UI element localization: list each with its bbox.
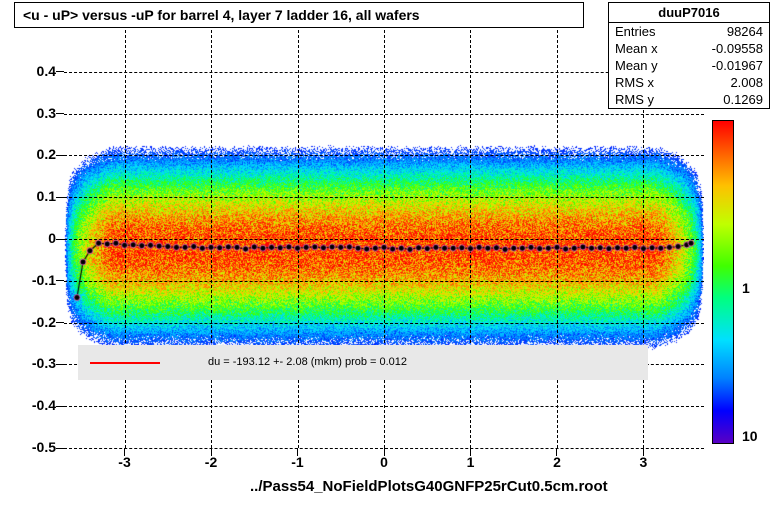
y-tick-label: 0.4 (16, 63, 56, 79)
y-tick-label: -0.1 (16, 272, 56, 288)
y-tick-label: -0.3 (16, 355, 56, 371)
stats-rmsx-label: RMS x (615, 75, 654, 90)
y-tick-label: 0.1 (16, 188, 56, 204)
colorbar (712, 120, 734, 444)
colorbar-label: 1 (742, 280, 750, 296)
stats-entries-value: 98264 (727, 24, 763, 39)
y-tick-label: 0.2 (16, 146, 56, 162)
stats-meanx-value: -0.09558 (712, 41, 763, 56)
y-tick-mark (56, 155, 64, 156)
stats-rmsx-value: 2.008 (730, 75, 763, 90)
stats-rmsy-label: RMS y (615, 92, 654, 107)
file-label: ../Pass54_NoFieldPlotsG40GNFP25rCut0.5cm… (250, 478, 608, 495)
x-tick-label: -1 (291, 454, 303, 470)
y-tick-mark (56, 239, 64, 240)
y-tick-mark (56, 197, 64, 198)
y-tick-mark (56, 280, 64, 281)
stats-name: duuP7016 (609, 3, 769, 23)
x-tick-label: 1 (467, 454, 475, 470)
stats-meanx-label: Mean x (615, 41, 658, 56)
legend-line (90, 362, 160, 364)
y-tick-mark (56, 322, 64, 323)
stats-meanx-row: Mean x -0.09558 (609, 40, 769, 57)
y-tick-mark (56, 71, 64, 72)
grid-line-h (64, 448, 704, 449)
stats-rmsy-value: 0.1269 (723, 92, 763, 107)
stats-meany-value: -0.01967 (712, 58, 763, 73)
stats-box: duuP7016 Entries 98264 Mean x -0.09558 M… (608, 2, 770, 109)
y-tick-label: -0.5 (16, 439, 56, 455)
stats-meany-row: Mean y -0.01967 (609, 57, 769, 74)
y-tick-mark (56, 364, 64, 365)
legend-text: du = -193.12 +- 2.08 (mkm) prob = 0.012 (208, 356, 407, 368)
y-tick-mark (56, 113, 64, 114)
plot-title-box: <u - uP> versus -uP for barrel 4, layer … (14, 2, 584, 28)
stats-rmsx-row: RMS x 2.008 (609, 74, 769, 91)
y-tick-label: -0.4 (16, 397, 56, 413)
colorbar-label: 10 (742, 428, 758, 444)
y-tick-mark (56, 448, 64, 449)
y-tick-mark (56, 406, 64, 407)
x-tick-label: 0 (380, 454, 388, 470)
y-tick-label: 0 (16, 230, 56, 246)
stats-rmsy-row: RMS y 0.1269 (609, 91, 769, 108)
y-tick-label: -0.2 (16, 314, 56, 330)
x-tick-label: 2 (553, 454, 561, 470)
x-tick-label: -3 (118, 454, 130, 470)
legend-box: du = -193.12 +- 2.08 (mkm) prob = 0.012 (78, 345, 648, 380)
plot-title: <u - uP> versus -uP for barrel 4, layer … (23, 7, 420, 23)
x-tick-label: 3 (640, 454, 648, 470)
stats-entries-label: Entries (615, 24, 655, 39)
y-tick-label: 0.3 (16, 105, 56, 121)
x-tick-label: -2 (205, 454, 217, 470)
stats-meany-label: Mean y (615, 58, 658, 73)
stats-entries-row: Entries 98264 (609, 23, 769, 40)
